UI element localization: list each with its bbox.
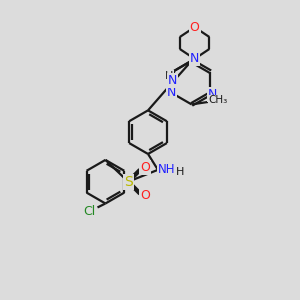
Text: N: N (190, 52, 199, 65)
Text: N: N (208, 88, 217, 101)
Text: NH: NH (158, 163, 175, 176)
Text: H: H (165, 71, 173, 81)
Text: Cl: Cl (83, 205, 96, 218)
Text: S: S (124, 175, 133, 189)
Text: N: N (168, 74, 178, 87)
Text: CH₃: CH₃ (209, 95, 228, 106)
Text: O: O (140, 189, 150, 202)
Text: N: N (167, 86, 176, 99)
Text: O: O (140, 161, 150, 174)
Text: O: O (190, 21, 200, 34)
Text: H: H (176, 167, 184, 177)
